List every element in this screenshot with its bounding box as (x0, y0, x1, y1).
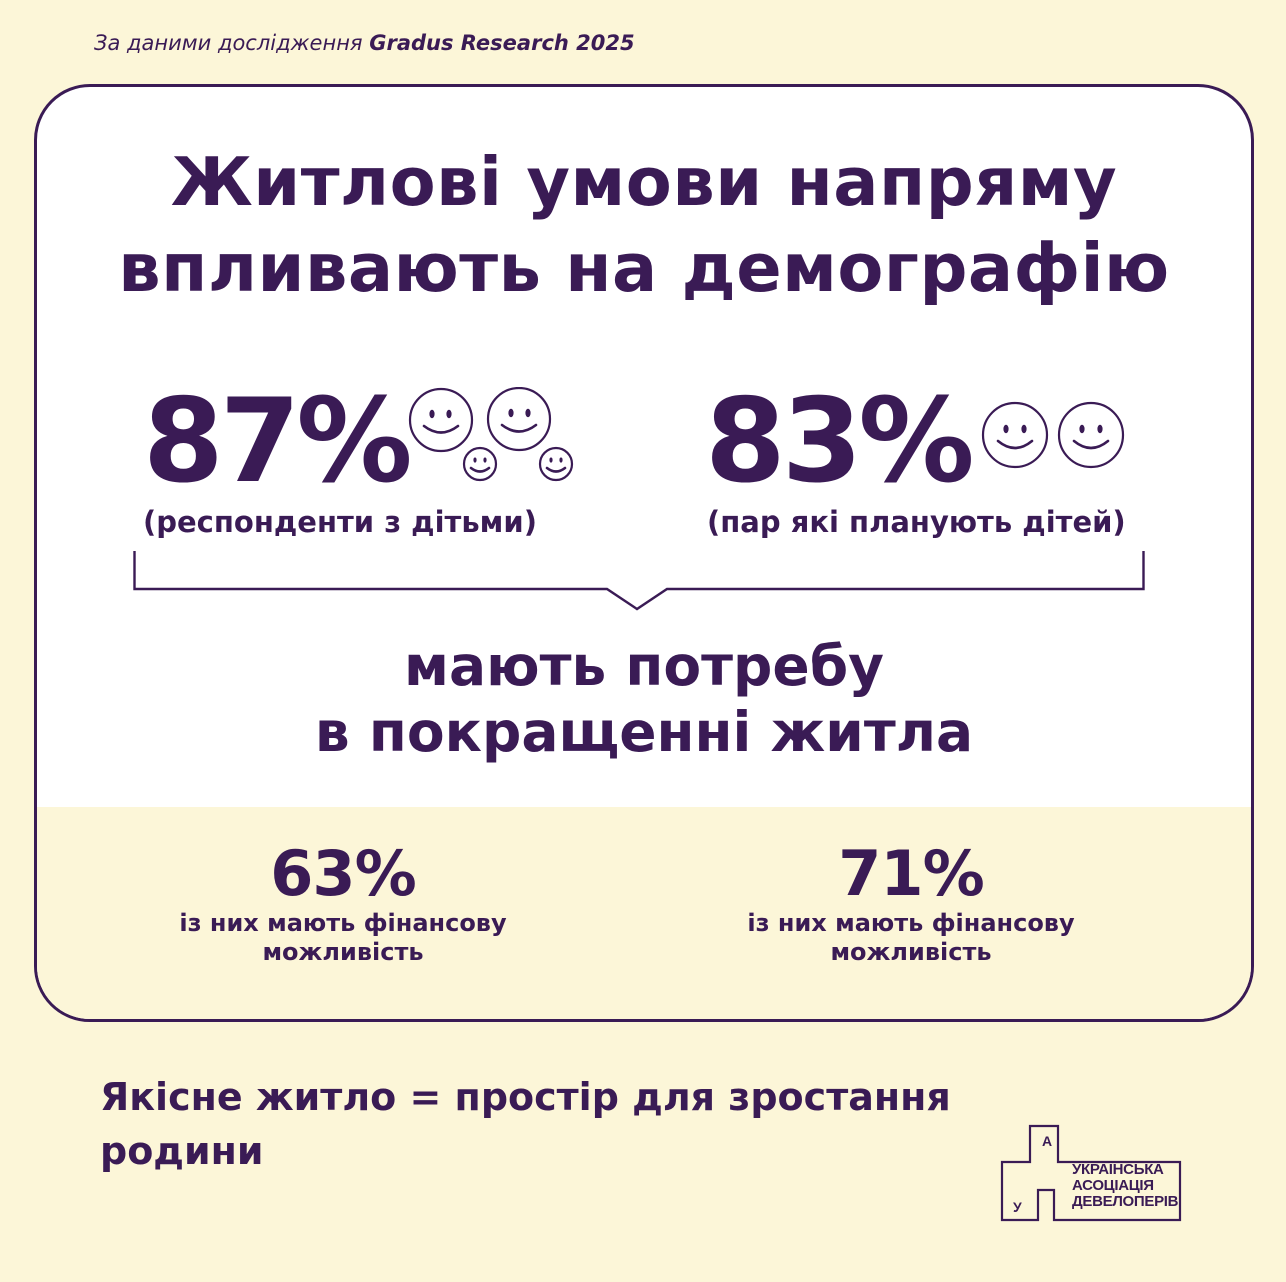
finance-63-line-1: із них мають фінансову (179, 909, 507, 937)
logo-text: УКРАЇНСЬКА АСОЦІАЦІЯ ДЕВЕЛОПЕРІВ (1072, 1161, 1179, 1210)
tagline-line-2: родини (100, 1129, 264, 1173)
logo-line-2: АСОЦІАЦІЯ (1072, 1177, 1154, 1194)
uad-logo-icon (1000, 1124, 1182, 1222)
smiley-cluster-icon (408, 387, 574, 482)
stat-83-value: 83% (705, 374, 975, 509)
stat-87-value: 87% (143, 374, 413, 509)
source-prefix: За даними дослідження (94, 31, 370, 55)
stat-87-label: (респонденти з дітьми) (143, 505, 537, 539)
tagline-line-1: Якісне житло = простір для зростання (100, 1075, 951, 1119)
main-title: Житлові умови напряму впливають на демог… (37, 139, 1251, 311)
finance-71-line-1: із них мають фінансову (747, 909, 1075, 937)
finance-63-value: 63% (270, 837, 416, 910)
finance-71-line-2: можливість (830, 938, 992, 966)
finance-stat-63: 63% із них мають фінансову можливість (133, 839, 553, 967)
title-line-2: впливають на демографію (118, 229, 1170, 307)
finance-71-value: 71% (838, 837, 984, 910)
stat-83-label: (пар які планують дітей) (707, 505, 1126, 539)
logo-line-3: ДЕВЕЛОПЕРІВ (1072, 1193, 1179, 1210)
need-line-1: мають потребу (404, 634, 884, 698)
finance-63-line-2: можливість (262, 938, 424, 966)
logo-letter-a: А (1042, 1133, 1053, 1149)
card-bottom-band (37, 807, 1251, 1019)
tagline: Якісне житло = простір для зростання род… (100, 1070, 1000, 1178)
need-line-2: в покращенні житла (314, 700, 974, 764)
finance-stat-71: 71% із них мають фінансову можливість (701, 839, 1121, 967)
logo-letter-u: У (1013, 1199, 1022, 1215)
stats-card: Житлові умови напряму впливають на демог… (34, 84, 1254, 1022)
source-caption: За даними дослідження Gradus Research 20… (94, 31, 635, 55)
need-heading: мають потребу в покращенні житла (37, 633, 1251, 765)
two-smileys-icon (981, 401, 1125, 469)
bracket-divider (133, 551, 1145, 611)
logo-line-1: УКРАЇНСЬКА (1072, 1161, 1164, 1178)
title-line-1: Житлові умови напряму (170, 143, 1118, 221)
source-brand: Gradus Research 2025 (369, 31, 635, 55)
